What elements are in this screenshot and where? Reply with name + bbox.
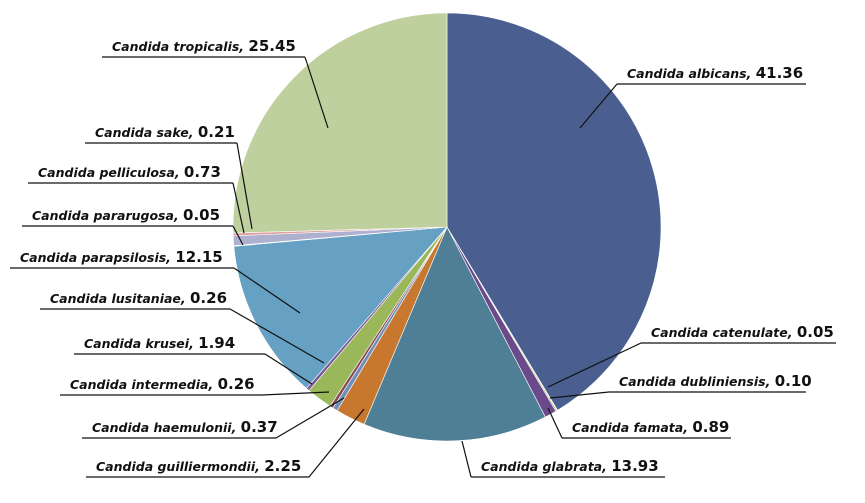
slice-name: Candida parapsilosis <box>20 250 166 265</box>
slice-name: Candida krusei <box>84 336 190 351</box>
slice-label-text: Candida krusei, 1.94 <box>84 334 235 352</box>
slice-name: Candida glabrata <box>481 459 602 474</box>
slice-name: Candida dubliniensis <box>619 374 766 389</box>
slice-value: 1.94 <box>198 334 235 352</box>
slice-label-candida-catenulate: Candida catenulate, 0.05 <box>547 323 836 388</box>
leader-line <box>549 391 610 399</box>
leader-line <box>308 408 365 478</box>
pie-slices <box>232 12 662 442</box>
slice-label-candida-glabrata: Candida glabrata, 13.93 <box>461 440 665 478</box>
slice-label-text: Candida catenulate, 0.05 <box>651 323 834 341</box>
slice-name: Candida pararugosa <box>32 208 174 223</box>
slice-value: 0.37 <box>241 418 278 436</box>
slice-value: 0.05 <box>183 206 220 224</box>
slice-label-text: Candida parapsilosis, 12.15 <box>20 248 223 266</box>
slice-name: Candida tropicalis <box>112 39 239 54</box>
slice-name: Candida lusitaniae <box>50 291 181 306</box>
slice-label-candida-pelliculosa: Candida pelliculosa, 0.73 <box>28 163 245 234</box>
pie-labels: Candida albicans, 41.36 Candida catenulat… <box>10 37 836 478</box>
slice-label-text: Candida famata, 0.89 <box>572 418 729 436</box>
slice-label-candida-krusei: Candida krusei, 1.94 <box>74 334 313 385</box>
leader-line <box>232 225 244 246</box>
slice-candida-albicans <box>446 12 662 411</box>
slice-label-text: Candida lusitaniae, 0.26 <box>50 289 227 307</box>
leader-line <box>304 56 329 129</box>
slice-label-candida-pararugosa: Candida pararugosa, 0.05 <box>22 206 244 246</box>
leader-line <box>547 407 563 439</box>
slice-label-text: Candida dubliniensis, 0.10 <box>619 372 812 390</box>
slice-label-candida-sake: Candida sake, 0.21 <box>85 123 253 230</box>
slice-name: Candida intermedia <box>70 377 208 392</box>
leader-line <box>232 182 245 234</box>
slice-value: 0.73 <box>184 163 221 181</box>
slice-value: 0.10 <box>775 372 812 390</box>
slice-label-candida-dubliniensis: Candida dubliniensis, 0.10 <box>549 372 812 399</box>
slice-label-text: Candida guilliermondii, 2.25 <box>96 457 301 475</box>
slice-label-candida-famata: Candida famata, 0.89 <box>547 407 731 439</box>
slice-value: 25.45 <box>248 37 295 55</box>
slice-label-candida-guilliermondii: Candida guilliermondii, 2.25 <box>86 408 365 478</box>
slice-label-candida-tropicalis: Candida tropicalis, 25.45 <box>102 37 329 129</box>
slice-name: Candida sake <box>95 125 189 140</box>
slice-label-candida-albicans: Candida albicans, 41.36 <box>579 64 806 129</box>
slice-label-text: Candida pelliculosa, 0.73 <box>38 163 221 181</box>
slice-name: Candida pelliculosa <box>38 165 175 180</box>
slice-value: 13.93 <box>611 457 658 475</box>
leader-line <box>461 440 472 478</box>
leader-line <box>261 391 330 396</box>
slice-label-text: Candida haemulonii, 0.37 <box>92 418 278 436</box>
slice-name: Candida catenulate <box>651 325 788 340</box>
slice-value: 2.25 <box>264 457 301 475</box>
leader-line <box>233 267 301 314</box>
slice-label-text: Candida albicans, 41.36 <box>627 64 803 82</box>
slice-label-text: Candida tropicalis, 25.45 <box>112 37 296 55</box>
slice-label-candida-intermedia: Candida intermedia, 0.26 <box>60 375 330 396</box>
slice-label-candida-lusitaniae: Candida lusitaniae, 0.26 <box>40 289 325 364</box>
leader-line <box>236 142 253 230</box>
slice-value: 0.89 <box>692 418 729 436</box>
leader-line <box>579 83 618 129</box>
slice-value: 0.26 <box>190 289 227 307</box>
slice-name: Candida famata <box>572 420 683 435</box>
slice-value: 0.26 <box>218 375 255 393</box>
slice-candida-glabrata <box>363 226 546 442</box>
slice-label-candida-parapsilosis: Candida parapsilosis, 12.15 <box>10 248 301 314</box>
slice-label-candida-haemulonii: Candida haemulonii, 0.37 <box>82 397 345 439</box>
slice-name: Candida haemulonii <box>92 420 232 435</box>
leader-line <box>229 308 325 364</box>
slice-name: Candida albicans <box>627 66 747 81</box>
slice-name: Candida guilliermondii <box>96 459 256 474</box>
leader-line <box>264 353 313 385</box>
slice-label-text: Candida glabrata, 13.93 <box>481 457 659 475</box>
slice-label-text: Candida pararugosa, 0.05 <box>32 206 220 224</box>
slice-candida-tropicalis <box>232 12 448 234</box>
slice-label-text: Candida sake, 0.21 <box>95 123 235 141</box>
slice-value: 12.15 <box>175 248 222 266</box>
leader-line <box>547 342 642 388</box>
leader-line <box>275 397 345 439</box>
slice-value: 0.21 <box>198 123 235 141</box>
slice-label-text: Candida intermedia, 0.26 <box>70 375 255 393</box>
slice-value: 41.36 <box>756 64 803 82</box>
slice-value: 0.05 <box>797 323 834 341</box>
